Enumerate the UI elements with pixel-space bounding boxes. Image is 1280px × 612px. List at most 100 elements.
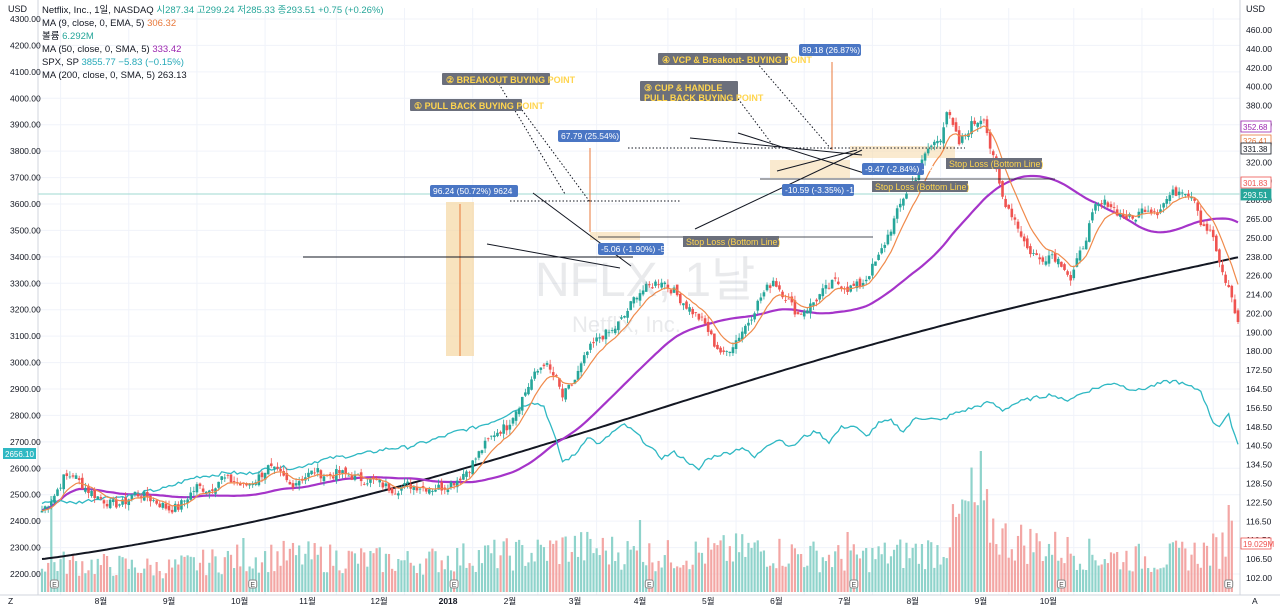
volume-bar	[254, 557, 257, 592]
buy-point-label-4-bg	[658, 53, 788, 65]
volume-bar	[1193, 542, 1196, 592]
volume-bar	[741, 534, 744, 592]
volume-bar	[158, 571, 161, 592]
candle-body	[74, 475, 78, 479]
volume-bar	[688, 569, 691, 592]
candle-body	[802, 311, 806, 317]
volume-bar	[1041, 560, 1044, 592]
candle-body	[555, 375, 558, 376]
candle-body	[105, 503, 109, 507]
volume-bar	[849, 550, 852, 592]
volume-bar	[245, 571, 248, 592]
measure-box-2: 67.79 (25.54%) 6779	[558, 130, 641, 142]
candle-body	[133, 491, 137, 495]
right-axis-bg	[1240, 0, 1280, 612]
candle-body	[871, 263, 874, 276]
volume-bar	[1174, 540, 1178, 592]
x-tick-label: 4월	[634, 596, 647, 606]
candle-body	[784, 300, 787, 301]
earnings-marker	[248, 579, 258, 589]
candle-body	[601, 335, 605, 340]
buy-point-label-1: ① PULL BACK BUYING POINT	[410, 99, 544, 111]
volume-bar	[911, 547, 914, 592]
volume-bar	[468, 563, 471, 592]
volume-bar	[335, 550, 338, 592]
volume-bar	[50, 496, 53, 592]
volume-bar	[843, 570, 846, 592]
volume-bar	[43, 571, 47, 592]
candle-body	[1137, 211, 1141, 218]
candle-body	[654, 281, 657, 286]
volume-bar	[954, 517, 958, 592]
volume-bar	[325, 572, 329, 592]
candle-body	[703, 318, 707, 324]
candle-body	[1224, 274, 1227, 283]
legend-row-ma9[interactable]: MA (9, close, 0, EMA, 5) 306.32	[42, 18, 177, 29]
candle-body	[790, 296, 794, 303]
left-tick-label: 2800.00	[10, 410, 41, 420]
legend-row-spx[interactable]: SPX, SP 3855.77 −5.83 (−0.15%)	[42, 57, 184, 68]
candle-body	[458, 478, 462, 481]
candle-body	[564, 388, 567, 400]
volume-bar	[601, 537, 604, 592]
stop-loss-label-2-bg	[946, 158, 1042, 169]
volume-bar	[1165, 564, 1168, 592]
volume-bar	[446, 555, 449, 592]
ma50-line	[41, 174, 1239, 512]
candle-body	[136, 493, 140, 497]
volume-bar	[1109, 552, 1113, 592]
chart-grid	[38, 8, 1240, 595]
candle-body	[647, 284, 651, 286]
volume-bar	[716, 545, 719, 592]
volume-bar	[301, 564, 304, 592]
left-axis-bg	[0, 0, 38, 612]
candle-body	[462, 473, 465, 480]
buy-point-label-3-text: PULL BACK BUYING POINT	[644, 93, 764, 103]
stop-loss-label-3-text: Stop Loss (Bottom Line)	[875, 182, 969, 192]
legend-row-ma200[interactable]: MA (200, close, 0, SMA, 5) 263.13	[42, 70, 187, 81]
candle-body	[716, 344, 719, 350]
candle-body	[418, 488, 422, 490]
candle-body	[455, 480, 459, 488]
volume-bar	[164, 573, 168, 592]
volume-bar	[1116, 552, 1119, 592]
buy-point-label-2-text: ② BREAKOUT BUYING POINT	[446, 75, 576, 85]
trendline-2	[486, 243, 621, 269]
stop-loss-label-3-bg	[872, 181, 968, 192]
trendline-5	[694, 149, 863, 230]
volume-bar	[775, 568, 778, 592]
volume-bar	[831, 567, 834, 592]
x-tick-label: 5월	[702, 596, 715, 606]
candle-body	[545, 363, 549, 365]
volume-bar	[397, 559, 400, 592]
candle-body	[226, 474, 230, 476]
stop-loss-label-2: Stop Loss (Bottom Line)	[946, 158, 1043, 169]
legend-row-ma50[interactable]: MA (50, close, 0, SMA, 5) 333.42	[42, 44, 182, 55]
candle-body	[567, 384, 571, 389]
candle-body	[939, 140, 942, 143]
candle-body	[167, 505, 171, 511]
volume-bar	[558, 564, 561, 592]
candle-body	[1066, 271, 1069, 275]
measure-box-4-bg	[799, 44, 861, 56]
candle-body	[1162, 203, 1165, 208]
candle-body	[319, 470, 323, 479]
volume-bar	[1128, 570, 1131, 592]
candle-body	[985, 119, 989, 134]
candle-body	[486, 438, 490, 440]
candle-body	[697, 313, 701, 320]
volume-bar	[1140, 568, 1144, 592]
candle-body	[71, 475, 75, 477]
volume-bar	[545, 560, 549, 592]
candle-body	[1171, 189, 1175, 196]
volume-bar	[65, 573, 68, 592]
candle-body	[685, 301, 688, 309]
legend-row-volume[interactable]: 볼륨 6.292M	[42, 31, 94, 42]
volume-bar	[1230, 520, 1233, 592]
volume-bar	[666, 540, 669, 592]
candle-body	[827, 287, 831, 289]
right-axis-unit: USD	[1246, 4, 1266, 14]
price-tag-text: 293.51	[1243, 191, 1268, 200]
symbol-title[interactable]: Netflix, Inc., 1일, NASDAQ	[42, 5, 154, 16]
